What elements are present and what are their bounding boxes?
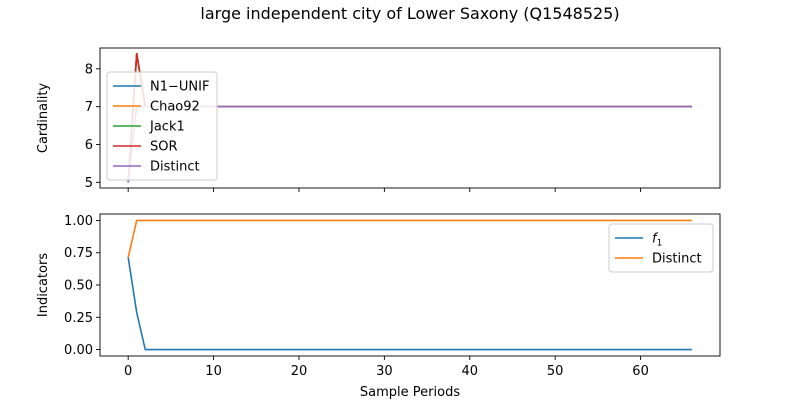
y-tick-label-1-1: 0.25 <box>64 311 93 326</box>
y-tick-label-0-0: 5 <box>85 176 93 191</box>
legend-label-0-3: SOR <box>150 140 178 155</box>
series-line-1-1 <box>127 219 692 258</box>
y-tick-label-0-1: 6 <box>85 138 93 153</box>
x-tick-label-1-1: 10 <box>205 364 222 379</box>
y-tick-label-1-4: 1.00 <box>64 214 93 229</box>
legend-label-0-4: Distinct <box>150 160 200 175</box>
legend-label-0-0: N1−UNIF <box>150 80 209 95</box>
x-tick-label-1-5: 50 <box>547 364 564 379</box>
y-axis-label-0: Cardinality <box>36 83 51 154</box>
figure-title: large independent city of Lower Saxony (… <box>200 4 619 23</box>
x-tick-label-1-0: 0 <box>124 364 132 379</box>
legend-label-1-1: Distinct <box>652 252 702 267</box>
indicators-panel: 0.00 0.25 0.50 0.75 1.00 0 10 20 30 40 50 60 Indicat… <box>36 213 721 400</box>
legend-label-1-0: f1 <box>652 232 662 249</box>
y-tick-label-0-2: 7 <box>85 100 93 115</box>
y-tick-label-1-0: 0.00 <box>64 343 93 358</box>
cardinality-panel: 5 6 7 8 Cardinality N1−UNIF Chao92 Jack1 SOR Dist… <box>36 47 721 192</box>
x-axis-label-1: Sample Periods <box>360 385 460 400</box>
y-tick-label-1-3: 0.75 <box>64 246 93 261</box>
legend-box-1 <box>608 223 714 273</box>
legend-label-0-1: Chao92 <box>150 100 200 115</box>
x-tick-label-1-3: 30 <box>376 364 393 379</box>
axes-frame-0 <box>99 47 721 189</box>
y-tick-label-1-2: 0.50 <box>64 279 93 294</box>
x-tick-label-1-4: 40 <box>462 364 479 379</box>
y-tick-label-0-3: 8 <box>85 62 93 77</box>
x-tick-label-1-2: 20 <box>291 364 308 379</box>
legend-box-0 <box>106 71 218 181</box>
y-axis-label-1: Indicators <box>36 253 51 317</box>
legend-label-0-2: Jack1 <box>149 120 185 135</box>
series-line-1-0 <box>127 257 692 351</box>
x-tick-label-1-6: 60 <box>632 364 649 379</box>
